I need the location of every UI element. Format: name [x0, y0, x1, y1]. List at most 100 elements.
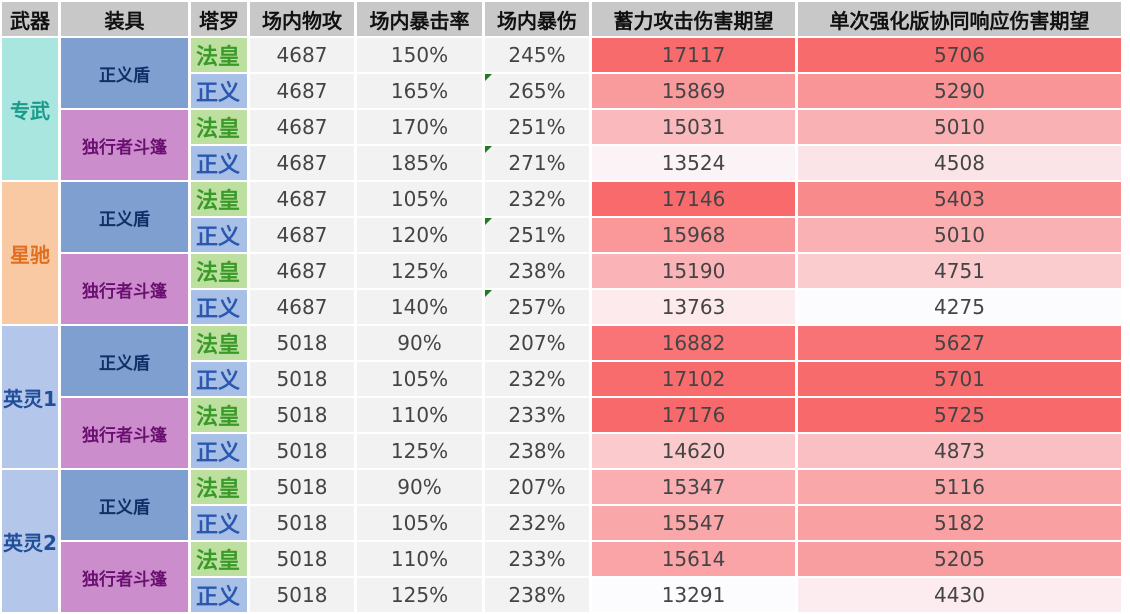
weapon-cell: 英灵2 — [2, 470, 58, 612]
crit-rate-cell: 90% — [357, 470, 482, 504]
crit-dmg-cell: 232% — [485, 182, 589, 216]
charge-dmg-cell: 15968 — [592, 218, 795, 252]
charge-dmg-cell: 15347 — [592, 470, 795, 504]
table-row: 独行者斗篷 法皇 4687 170% 251% 15031 5010 — [2, 110, 1121, 180]
table-row: 正义 4687 185% 271% 13524 4508 — [2, 146, 1121, 180]
charge-dmg-cell: 16882 — [592, 326, 795, 360]
crit-dmg-cell: 233% — [485, 542, 589, 576]
tarot-cell: 正义 — [191, 146, 247, 180]
table-row: 正义 5018 105% 232% 17102 5701 — [2, 362, 1121, 396]
tarot-cell: 正义 — [191, 578, 247, 612]
crit-dmg-value: 232% — [508, 367, 566, 391]
tarot-cell: 正义 — [191, 290, 247, 324]
crit-rate-cell: 105% — [357, 362, 482, 396]
atk-cell: 5018 — [250, 434, 354, 468]
table-row: 正义 5018 125% 238% 14620 4873 — [2, 434, 1121, 468]
table-row: 正义 5018 105% 232% 15547 5182 — [2, 506, 1121, 540]
crit-dmg-value: 207% — [508, 475, 566, 499]
crit-rate-cell: 125% — [357, 578, 482, 612]
charge-dmg-cell: 15190 — [592, 254, 795, 288]
header-charge-dmg: 蓄力攻击伤害期望 — [592, 2, 795, 36]
crit-dmg-cell: 238% — [485, 434, 589, 468]
crit-dmg-value: 245% — [508, 43, 566, 67]
crit-rate-cell: 125% — [357, 434, 482, 468]
crit-dmg-cell: 271% — [485, 146, 589, 180]
crit-dmg-cell: 245% — [485, 38, 589, 72]
tarot-cell: 法皇 — [191, 542, 247, 576]
crit-dmg-cell: 207% — [485, 470, 589, 504]
header-crit-dmg: 场内暴伤 — [485, 2, 589, 36]
crit-rate-cell: 150% — [357, 38, 482, 72]
charge-dmg-cell: 15869 — [592, 74, 795, 108]
crit-rate-cell: 140% — [357, 290, 482, 324]
charge-dmg-cell: 15614 — [592, 542, 795, 576]
table-row: 独行者斗篷 法皇 5018 110% 233% 17176 5725 — [2, 398, 1121, 468]
tarot-cell: 正义 — [191, 506, 247, 540]
equip-cell: 独行者斗篷 — [61, 110, 188, 180]
crit-dmg-value: 238% — [508, 583, 566, 607]
tarot-cell: 正义 — [191, 362, 247, 396]
coop-dmg-cell: 4751 — [798, 254, 1121, 288]
table-row: 正义 4687 165% 265% 15869 5290 — [2, 74, 1121, 108]
header-weapon: 武器 — [2, 2, 58, 36]
equip-cell: 正义盾 — [61, 326, 188, 396]
charge-dmg-cell: 13524 — [592, 146, 795, 180]
crit-dmg-value: 232% — [508, 511, 566, 535]
header-equip: 装具 — [61, 2, 188, 36]
crit-dmg-value: 232% — [508, 187, 566, 211]
table-row: 正义 4687 120% 251% 15968 5010 — [2, 218, 1121, 252]
crit-dmg-cell: 238% — [485, 578, 589, 612]
atk-cell: 4687 — [250, 38, 354, 72]
weapon-cell: 英灵1 — [2, 326, 58, 468]
crit-rate-cell: 110% — [357, 398, 482, 432]
charge-dmg-cell: 15547 — [592, 506, 795, 540]
header-tarot: 塔罗 — [191, 2, 247, 36]
crit-dmg-value: 271% — [508, 151, 566, 175]
tarot-cell: 法皇 — [191, 398, 247, 432]
table-row: 星驰 正义盾 法皇 4687 105% 232% 17146 5403 — [2, 182, 1121, 324]
crit-rate-cell: 165% — [357, 74, 482, 108]
tarot-cell: 正义 — [191, 434, 247, 468]
atk-cell: 4687 — [250, 74, 354, 108]
charge-dmg-cell: 17146 — [592, 182, 795, 216]
crit-dmg-value: 233% — [508, 547, 566, 571]
table-row: 专武 正义盾 法皇 4687 150% 245% 17117 5706 — [2, 38, 1121, 180]
header-atk: 场内物攻 — [250, 2, 354, 36]
charge-dmg-cell: 15031 — [592, 110, 795, 144]
crit-rate-cell: 110% — [357, 542, 482, 576]
tarot-cell: 正义 — [191, 74, 247, 108]
atk-cell: 4687 — [250, 146, 354, 180]
tarot-cell: 法皇 — [191, 326, 247, 360]
coop-dmg-cell: 5182 — [798, 506, 1121, 540]
atk-cell: 5018 — [250, 506, 354, 540]
crit-dmg-value: 207% — [508, 331, 566, 355]
atk-cell: 5018 — [250, 362, 354, 396]
coop-dmg-cell: 5290 — [798, 74, 1121, 108]
charge-dmg-cell: 17176 — [592, 398, 795, 432]
coop-dmg-cell: 4430 — [798, 578, 1121, 612]
coop-dmg-cell: 4275 — [798, 290, 1121, 324]
charge-dmg-cell: 17117 — [592, 38, 795, 72]
equip-cell: 正义盾 — [61, 470, 188, 540]
crit-rate-cell: 185% — [357, 146, 482, 180]
coop-dmg-cell: 4508 — [798, 146, 1121, 180]
equip-cell: 独行者斗篷 — [61, 542, 188, 612]
crit-dmg-value: 265% — [508, 79, 566, 103]
crit-rate-cell: 105% — [357, 182, 482, 216]
tarot-cell: 法皇 — [191, 470, 247, 504]
crit-dmg-value: 238% — [508, 259, 566, 283]
table-row: 英灵1 正义盾 法皇 5018 90% 207% 16882 5627 — [2, 326, 1121, 468]
coop-dmg-cell: 5725 — [798, 398, 1121, 432]
comment-flag-icon — [485, 74, 492, 81]
coop-dmg-cell: 5205 — [798, 542, 1121, 576]
table-row: 正义 4687 140% 257% 13763 4275 — [2, 290, 1121, 324]
crit-dmg-cell: 238% — [485, 254, 589, 288]
crit-rate-cell: 170% — [357, 110, 482, 144]
coop-dmg-cell: 5010 — [798, 218, 1121, 252]
atk-cell: 4687 — [250, 290, 354, 324]
charge-dmg-cell: 17102 — [592, 362, 795, 396]
atk-cell: 4687 — [250, 254, 354, 288]
comment-flag-icon — [485, 290, 492, 297]
header-crit-rate: 场内暴击率 — [357, 2, 482, 36]
